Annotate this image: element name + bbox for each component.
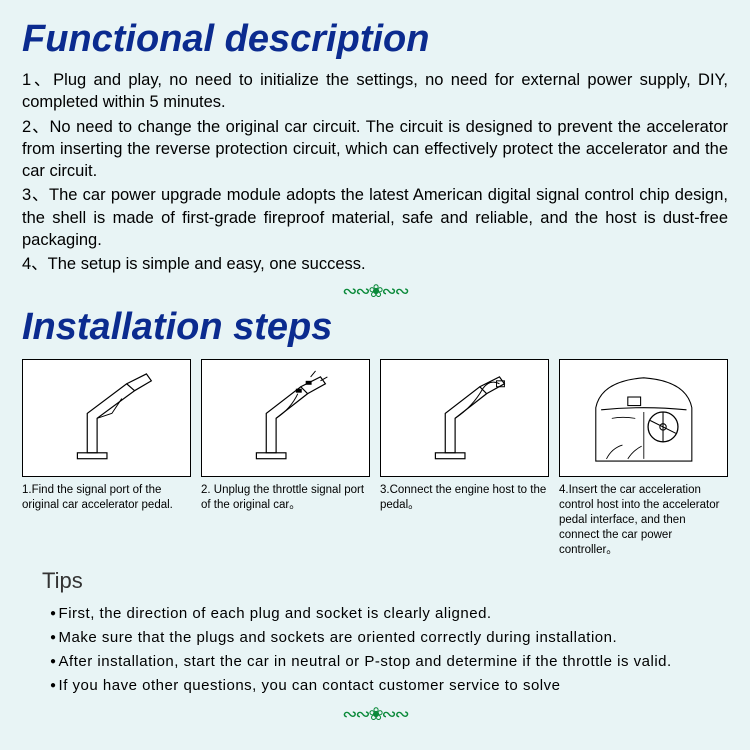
step-3-caption: 3.Connect the engine host to the pedal。 [380, 483, 549, 513]
step-3-image [380, 359, 549, 477]
desc-item-3: 3、The car power upgrade module adopts th… [22, 184, 728, 251]
step-1-caption: 1.Find the signal port of the original c… [22, 483, 191, 513]
step-1: 1.Find the signal port of the original c… [22, 359, 191, 558]
divider-ornament-1: ∾∾❀∾∾ [22, 281, 728, 302]
tips-title: Tips [42, 568, 728, 594]
tip-2: Make sure that the plugs and sockets are… [50, 626, 728, 650]
step-3: 3.Connect the engine host to the pedal。 [380, 359, 549, 558]
desc-item-2: 2、No need to change the original car cir… [22, 116, 728, 183]
pedal-unplug-icon [215, 369, 357, 468]
steps-row: 1.Find the signal port of the original c… [22, 359, 728, 558]
step-2-image [201, 359, 370, 477]
tip-3: After installation, start the car in neu… [50, 650, 728, 674]
tip-1: First, the direction of each plug and so… [50, 602, 728, 626]
functional-description-title: Functional description [22, 18, 728, 61]
functional-description-list: 1、Plug and play, no need to initialize t… [22, 69, 728, 275]
step-4-caption: 4.Insert the car acceleration control ho… [559, 483, 728, 558]
pedal-icon [36, 369, 178, 468]
step-4-image [559, 359, 728, 477]
step-4: 4.Insert the car acceleration control ho… [559, 359, 728, 558]
desc-item-1: 1、Plug and play, no need to initialize t… [22, 69, 728, 114]
step-2-caption: 2. Unplug the throttle signal port of th… [201, 483, 370, 513]
divider-ornament-2: ∾∾❀∾∾ [22, 704, 728, 725]
tips-list: First, the direction of each plug and so… [22, 602, 728, 698]
desc-item-4: 4、The setup is simple and easy, one succ… [22, 253, 728, 275]
car-interior-icon [567, 365, 721, 472]
installation-steps-title: Installation steps [22, 306, 728, 349]
step-2: 2. Unplug the throttle signal port of th… [201, 359, 370, 558]
tip-4: If you have other questions, you can con… [50, 674, 728, 698]
step-1-image [22, 359, 191, 477]
pedal-connect-icon [394, 369, 536, 468]
